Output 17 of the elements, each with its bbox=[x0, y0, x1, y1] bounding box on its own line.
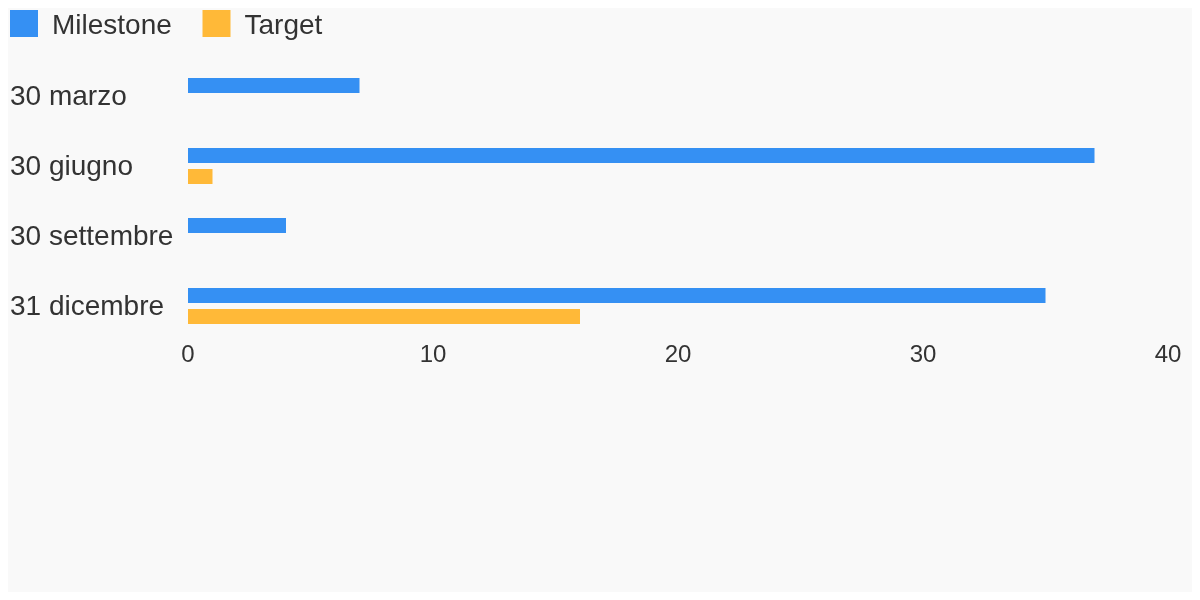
bar bbox=[188, 78, 360, 93]
bar bbox=[188, 218, 286, 233]
y-tick-label: 30 settembre bbox=[10, 220, 174, 251]
legend-label: Milestone bbox=[52, 9, 172, 40]
x-tick-label: 30 bbox=[909, 340, 937, 367]
x-tick-label: 10 bbox=[419, 340, 447, 367]
bar bbox=[188, 309, 580, 324]
y-tick-label: 31 dicembre bbox=[10, 290, 165, 321]
y-tick-label: 30 marzo bbox=[10, 80, 127, 111]
bar bbox=[188, 148, 1095, 163]
bar bbox=[188, 169, 213, 184]
x-tick-label: 0 bbox=[181, 340, 195, 367]
x-tick-label: 40 bbox=[1154, 340, 1182, 367]
y-tick-label: 30 giugno bbox=[10, 150, 134, 181]
legend-label: Target bbox=[244, 9, 323, 40]
x-tick-label: 20 bbox=[664, 340, 692, 367]
bar bbox=[188, 288, 1046, 303]
